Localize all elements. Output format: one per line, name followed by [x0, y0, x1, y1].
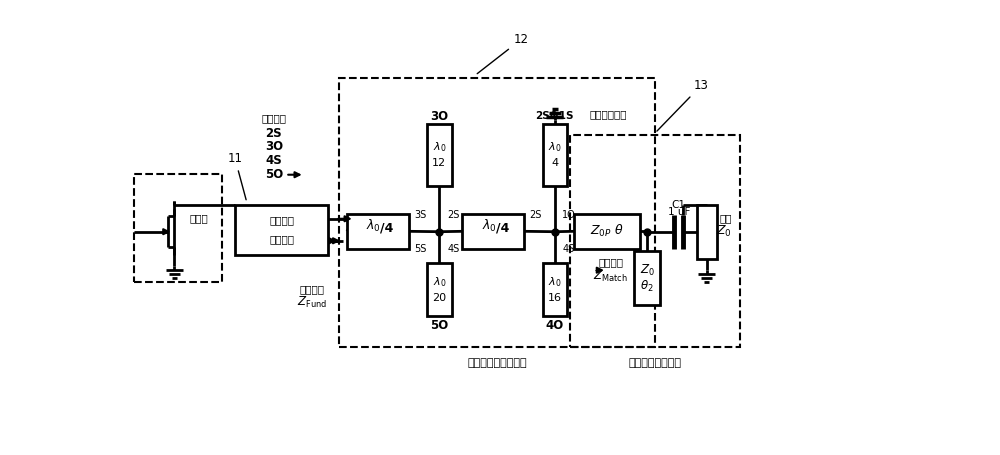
Text: 调节单元: 调节单元 [269, 234, 294, 244]
Text: $Z_\mathrm{Match}$: $Z_\mathrm{Match}$ [593, 269, 628, 284]
Text: 基波阻抗: 基波阻抗 [598, 258, 623, 268]
Text: 负载: 负载 [720, 213, 732, 223]
Text: /4: /4 [380, 222, 394, 235]
Text: 2S: 2S [529, 210, 542, 220]
Bar [427, 263, 452, 316]
Text: $\lambda_0$: $\lambda_0$ [548, 275, 562, 288]
Text: 2S&1S: 2S&1S [536, 111, 574, 121]
Bar [134, 174, 222, 282]
Text: 晶体管: 晶体管 [190, 213, 208, 223]
Bar [634, 251, 660, 305]
Bar [347, 214, 409, 248]
Bar [427, 124, 452, 186]
Text: 1 uF: 1 uF [668, 207, 690, 217]
Text: 20: 20 [432, 293, 446, 303]
Text: $\lambda_0$: $\lambda_0$ [548, 140, 562, 154]
Text: $\lambda_0$: $\lambda_0$ [433, 140, 446, 154]
Text: 基波阻抗控制单元: 基波阻抗控制单元 [628, 358, 681, 368]
Text: 5S: 5S [414, 243, 426, 253]
Bar [543, 263, 567, 316]
Text: 4S: 4S [265, 154, 282, 167]
Text: C1: C1 [672, 200, 686, 210]
Text: $\lambda_0$: $\lambda_0$ [482, 218, 497, 234]
Text: 5O: 5O [265, 168, 283, 181]
Text: 16: 16 [548, 293, 562, 303]
Text: 4S: 4S [563, 243, 575, 253]
Text: 12: 12 [432, 158, 446, 168]
Bar [339, 78, 655, 347]
Text: $\lambda_0$: $\lambda_0$ [433, 275, 446, 288]
Text: 4O: 4O [546, 319, 564, 332]
Text: 3S: 3S [414, 210, 426, 220]
Text: 寄生参数: 寄生参数 [269, 216, 294, 226]
Text: /4: /4 [496, 222, 509, 235]
Text: 4S: 4S [447, 243, 459, 253]
Text: 谐波阻抗: 谐波阻抗 [261, 113, 286, 123]
Text: 2S: 2S [265, 126, 282, 140]
Text: 2S: 2S [447, 210, 459, 220]
Text: $Z_{0P}\ \theta$: $Z_{0P}\ \theta$ [590, 223, 624, 239]
Bar [235, 205, 328, 255]
Text: $Z_0$: $Z_0$ [640, 263, 655, 278]
Bar [543, 124, 567, 186]
Text: 13: 13 [657, 79, 708, 131]
Text: 4: 4 [551, 158, 558, 168]
Text: 12: 12 [477, 33, 529, 74]
Bar [697, 205, 717, 258]
Text: $Z_0$: $Z_0$ [716, 224, 732, 239]
Text: $Z_\mathrm{Fund}$: $Z_\mathrm{Fund}$ [297, 295, 327, 310]
Bar [570, 136, 740, 347]
Text: 5O: 5O [430, 319, 448, 332]
Text: 交流短路接地: 交流短路接地 [590, 110, 627, 120]
Bar [462, 214, 524, 248]
Text: $\lambda_0$: $\lambda_0$ [366, 218, 381, 234]
Text: 3O: 3O [430, 110, 448, 123]
Text: 基波阻抗: 基波阻抗 [300, 284, 325, 294]
Bar [574, 214, 640, 248]
Text: 3O: 3O [265, 141, 283, 153]
Text: $\theta_2$: $\theta_2$ [640, 279, 654, 294]
Text: 高次谐波阻控制单元: 高次谐波阻控制单元 [467, 358, 527, 368]
Text: 11: 11 [228, 152, 246, 200]
Text: 1O: 1O [562, 210, 576, 220]
